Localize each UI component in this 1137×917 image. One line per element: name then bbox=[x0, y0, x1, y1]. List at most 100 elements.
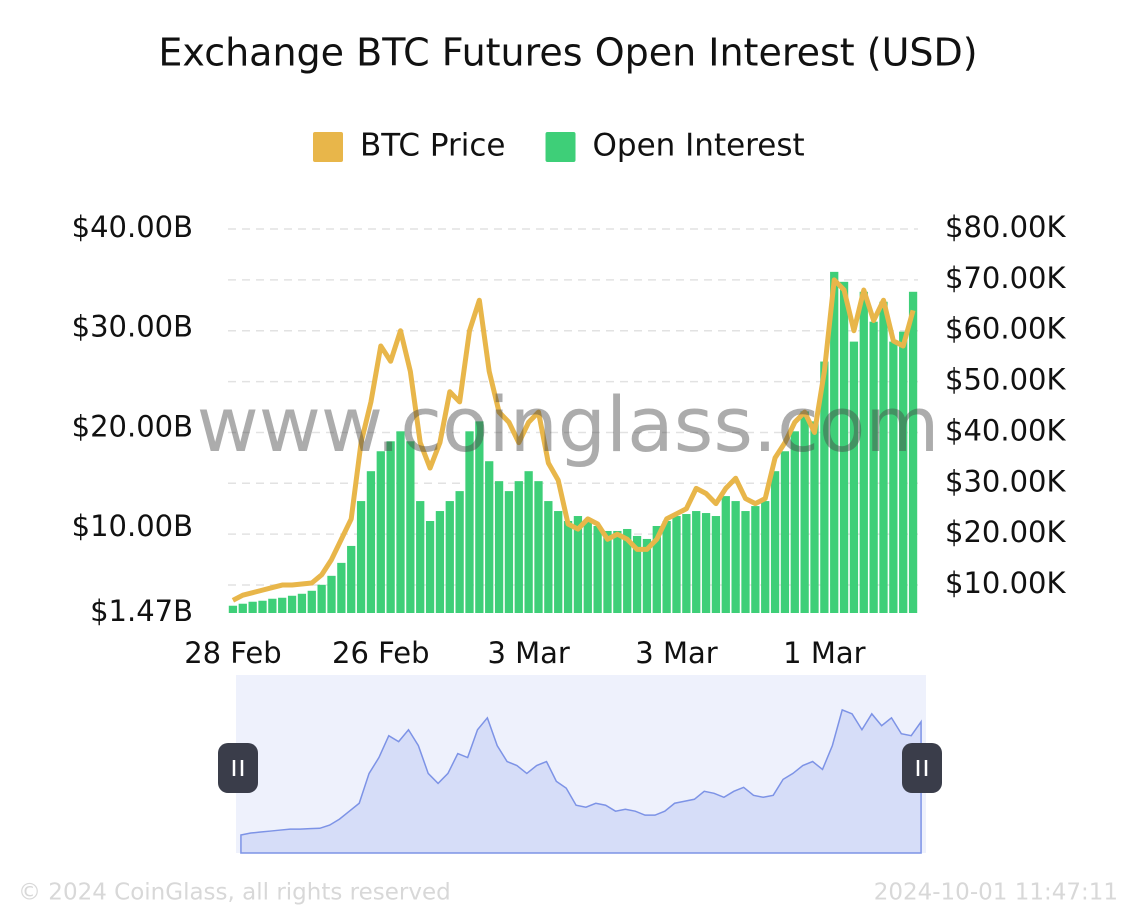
bar bbox=[327, 575, 336, 613]
footer-timestamp: 2024-10-01 11:47:11 bbox=[874, 880, 1118, 906]
bar bbox=[849, 341, 859, 613]
bar bbox=[416, 501, 425, 613]
bar bbox=[869, 321, 878, 613]
bar bbox=[278, 597, 287, 613]
bar bbox=[672, 516, 681, 613]
watermark: www.coinglass.com bbox=[197, 380, 940, 469]
bar bbox=[445, 501, 454, 613]
legend-label[interactable]: Open Interest bbox=[593, 128, 805, 164]
bar bbox=[613, 530, 622, 613]
bar bbox=[494, 481, 504, 613]
chart-title: Exchange BTC Futures Open Interest (USD) bbox=[158, 31, 977, 75]
bar bbox=[701, 513, 711, 613]
bar bbox=[268, 598, 277, 613]
bar bbox=[435, 511, 445, 613]
y2-tick-label: $30.00K bbox=[945, 464, 1066, 498]
bar bbox=[741, 511, 750, 613]
bar bbox=[297, 593, 307, 613]
navigator-handle[interactable] bbox=[218, 743, 258, 793]
bar bbox=[800, 411, 809, 613]
bar bbox=[839, 281, 849, 613]
bar bbox=[770, 471, 780, 613]
y-tick-label: $40.00B bbox=[72, 210, 193, 244]
bar bbox=[534, 481, 543, 613]
bar bbox=[485, 461, 494, 613]
bar bbox=[623, 528, 632, 613]
bar bbox=[711, 516, 721, 613]
x-tick-label: 3 Mar bbox=[487, 636, 569, 670]
bar bbox=[573, 516, 583, 613]
legend-label[interactable]: BTC Price bbox=[360, 128, 506, 164]
bar bbox=[879, 301, 888, 613]
bar bbox=[347, 545, 356, 613]
bar bbox=[692, 511, 701, 613]
bar bbox=[356, 501, 366, 613]
footer-copyright: © 2024 CoinGlass, all rights reserved bbox=[18, 880, 451, 906]
bar bbox=[642, 538, 652, 613]
bar bbox=[780, 451, 790, 613]
bar bbox=[889, 341, 898, 613]
x-tick-label: 26 Feb bbox=[332, 636, 429, 670]
bar bbox=[248, 601, 257, 613]
bar bbox=[524, 471, 533, 613]
bar bbox=[287, 595, 297, 613]
navigator-area bbox=[240, 708, 922, 854]
y2-tick-label: $20.00K bbox=[945, 515, 1066, 549]
bar bbox=[455, 491, 464, 613]
y2-tick-label: $60.00K bbox=[945, 312, 1066, 346]
bar bbox=[475, 421, 484, 613]
bar bbox=[376, 451, 385, 613]
bar bbox=[662, 521, 671, 613]
bar bbox=[465, 431, 474, 613]
bar bbox=[810, 421, 819, 613]
bar bbox=[366, 471, 376, 613]
navigator-handle[interactable] bbox=[902, 743, 942, 793]
bar bbox=[682, 514, 691, 613]
legend-swatch[interactable] bbox=[313, 132, 343, 162]
bar bbox=[790, 431, 799, 613]
line bbox=[231, 277, 916, 603]
bar bbox=[504, 491, 514, 613]
bar bbox=[761, 501, 770, 613]
bar bbox=[899, 331, 908, 613]
bar bbox=[859, 291, 868, 613]
x-tick-label: 3 Mar bbox=[635, 636, 717, 670]
y2-tick-label: $40.00K bbox=[945, 413, 1066, 447]
bar bbox=[603, 530, 612, 613]
y2-tick-label: $70.00K bbox=[945, 261, 1066, 295]
bar bbox=[731, 501, 740, 613]
bar bbox=[396, 431, 405, 613]
y-tick-label: $30.00B bbox=[72, 310, 193, 344]
bar bbox=[908, 291, 918, 613]
y2-tick-label: $10.00K bbox=[945, 566, 1066, 600]
y-tick-label: $20.00B bbox=[72, 409, 193, 443]
bar bbox=[425, 521, 435, 613]
y2-tick-label: $50.00K bbox=[945, 363, 1066, 397]
bar bbox=[317, 584, 326, 613]
bar bbox=[563, 521, 573, 613]
bar bbox=[337, 562, 346, 613]
y-tick-label: $1.47B bbox=[90, 594, 193, 628]
bar bbox=[554, 511, 563, 613]
bar bbox=[593, 525, 602, 613]
bar bbox=[583, 521, 592, 613]
y-tick-label: $10.00B bbox=[72, 509, 193, 543]
bar bbox=[820, 361, 829, 613]
bar bbox=[386, 441, 395, 613]
bar bbox=[632, 535, 642, 613]
bar bbox=[514, 481, 523, 613]
bar bbox=[228, 605, 238, 613]
bar bbox=[652, 525, 661, 613]
x-tick-label: 28 Feb bbox=[184, 636, 281, 670]
y2-tick-label: $80.00K bbox=[945, 210, 1066, 244]
bar bbox=[406, 441, 415, 613]
bar bbox=[830, 271, 839, 613]
bar bbox=[258, 600, 267, 613]
legend-swatch[interactable] bbox=[545, 132, 576, 162]
bar bbox=[544, 501, 553, 613]
bar bbox=[238, 603, 247, 613]
bar bbox=[307, 590, 316, 613]
bar bbox=[721, 496, 730, 613]
x-tick-label: 1 Mar bbox=[783, 636, 865, 670]
